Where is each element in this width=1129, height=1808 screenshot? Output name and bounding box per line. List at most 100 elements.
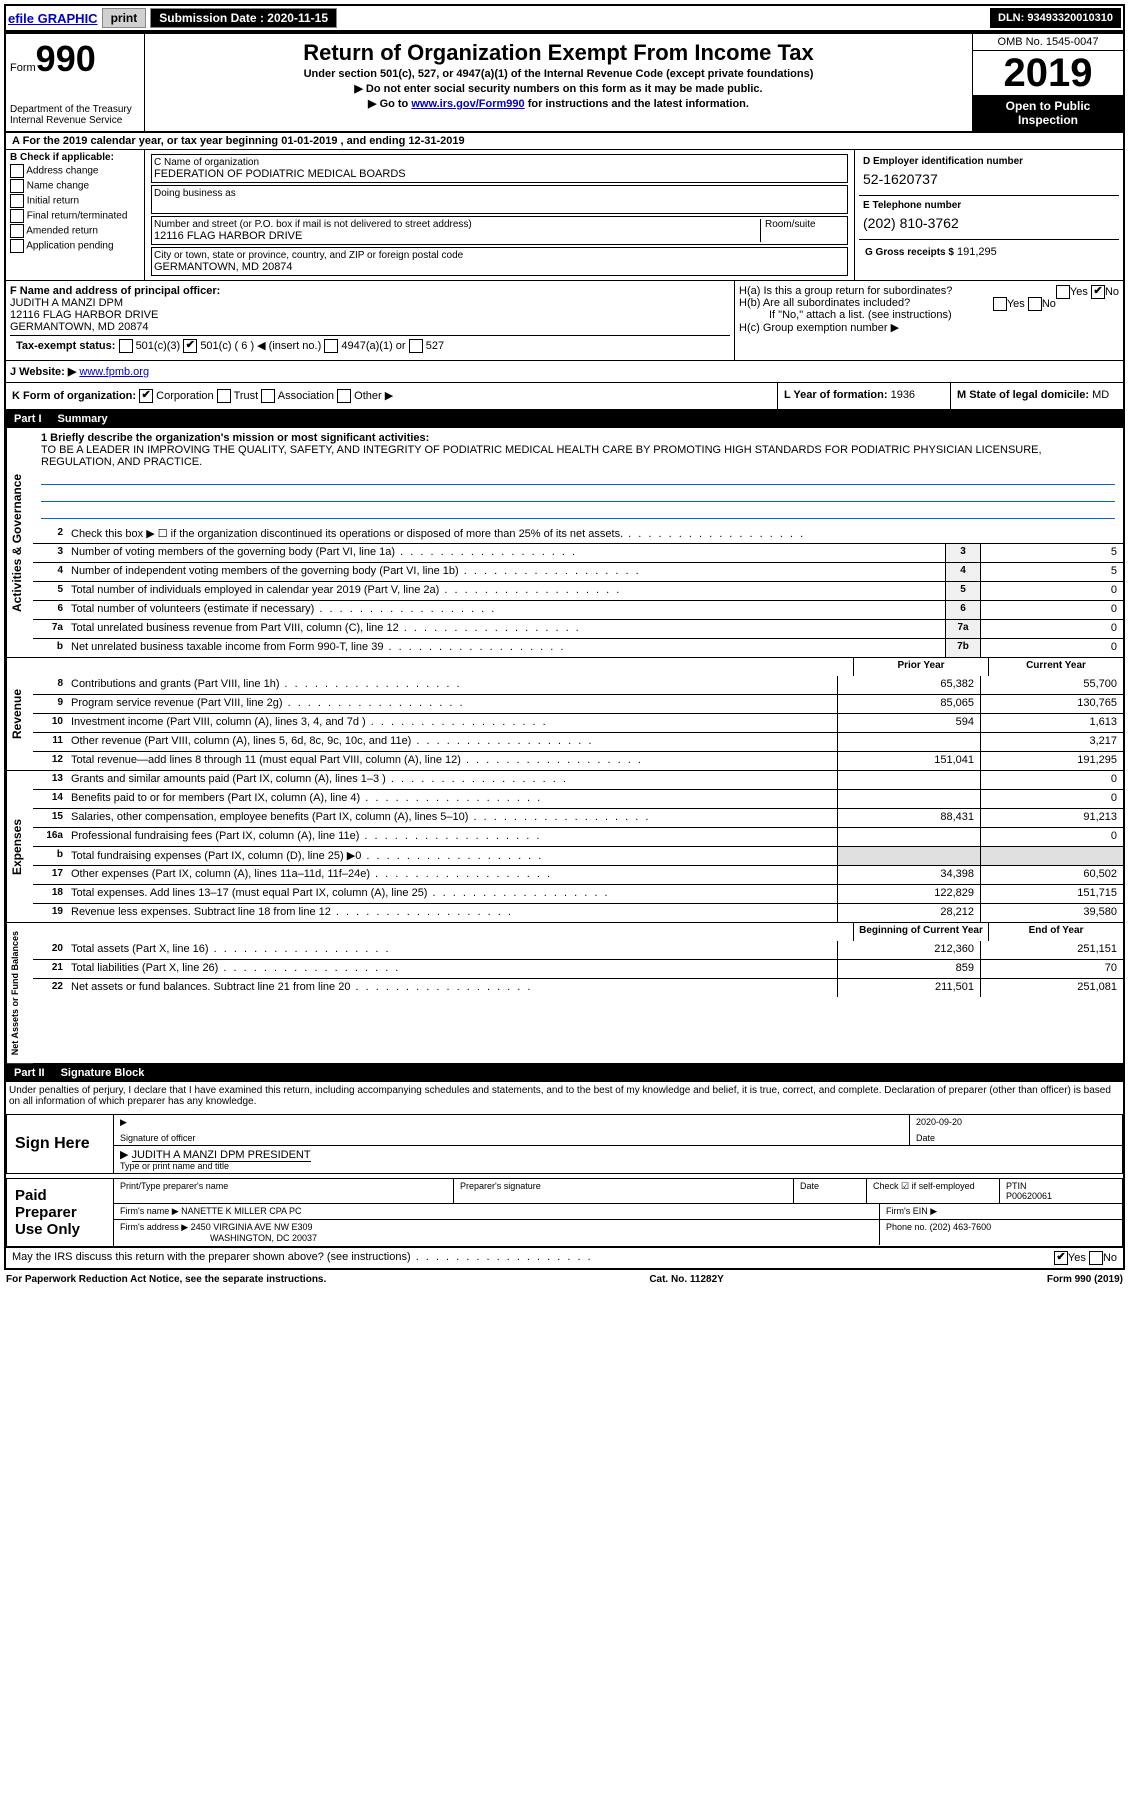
corp-checkbox[interactable] — [139, 389, 153, 403]
print-button[interactable]: print — [102, 8, 147, 28]
room-label: Room/suite — [765, 219, 845, 230]
officer-addr1: 12116 FLAG HARBOR DRIVE — [10, 309, 730, 321]
gross-value: 191,295 — [957, 246, 997, 258]
table-row: 11Other revenue (Part VIII, column (A), … — [33, 732, 1123, 751]
ptin-label: PTIN — [1006, 1181, 1116, 1191]
box-f-label: F Name and address of principal officer: — [10, 285, 730, 297]
firm-name: NANETTE K MILLER CPA PC — [181, 1206, 301, 1216]
table-row: 14Benefits paid to or for members (Part … — [33, 789, 1123, 808]
end-year-header: End of Year — [988, 923, 1123, 941]
4947-checkbox[interactable] — [324, 339, 338, 353]
name-label: C Name of organization — [154, 157, 845, 168]
sig-officer-label: Signature of officer — [120, 1133, 903, 1143]
header-title-block: Return of Organization Exempt From Incom… — [145, 34, 972, 131]
tax-year: 2019 — [973, 51, 1123, 95]
ha-no[interactable] — [1091, 285, 1105, 299]
ein-label: D Employer identification number — [863, 156, 1115, 167]
box-b-option[interactable]: Amended return — [10, 224, 140, 238]
header-right: OMB No. 1545-0047 2019 Open to Public In… — [972, 34, 1123, 131]
discuss-row: May the IRS discuss this return with the… — [6, 1247, 1123, 1268]
side-expenses: Expenses — [6, 771, 33, 922]
activities-governance: Activities & Governance 1 Briefly descri… — [6, 428, 1123, 658]
firm-phone: (202) 463-7600 — [930, 1222, 992, 1232]
prior-year-header: Prior Year — [853, 658, 988, 676]
other-checkbox[interactable] — [337, 389, 351, 403]
box-m-label: M State of legal domicile: — [957, 389, 1089, 401]
box-b-option[interactable]: Name change — [10, 179, 140, 193]
table-row: 17Other expenses (Part IX, column (A), l… — [33, 865, 1123, 884]
hb-note: If "No," attach a list. (see instruction… — [739, 309, 1119, 321]
ha-yes[interactable] — [1056, 285, 1070, 299]
firm-addr2: WASHINGTON, DC 20037 — [120, 1233, 873, 1243]
paid-preparer-block: Paid Preparer Use Only Print/Type prepar… — [6, 1178, 1123, 1247]
table-row: 2Check this box ▶ ☐ if the organization … — [33, 525, 1123, 543]
firm-addr1: 2450 VIRGINIA AVE NW E309 — [191, 1222, 313, 1232]
box-h: H(a) Is this a group return for subordin… — [735, 281, 1123, 360]
discuss-yes[interactable] — [1054, 1251, 1068, 1265]
box-b-option[interactable]: Address change — [10, 164, 140, 178]
box-b-option[interactable]: Application pending — [10, 239, 140, 253]
part-1-num: Part I — [14, 413, 42, 425]
phone-label: E Telephone number — [863, 200, 1115, 211]
side-revenue: Revenue — [6, 658, 33, 770]
net-assets-section: Net Assets or Fund Balances Beginning of… — [6, 923, 1123, 1064]
box-b-title: B Check if applicable: — [10, 152, 140, 163]
org-name: FEDERATION OF PODIATRIC MEDICAL BOARDS — [154, 168, 845, 180]
name-title-label: Type or print name and title — [120, 1161, 1116, 1171]
irs-link[interactable]: www.irs.gov/Form990 — [411, 98, 524, 110]
trust-checkbox[interactable] — [217, 389, 231, 403]
box-b-option[interactable]: Initial return — [10, 194, 140, 208]
form-header: Form990 Department of the Treasury Inter… — [6, 34, 1123, 133]
discuss-text: May the IRS discuss this return with the… — [12, 1251, 1054, 1265]
box-b-option[interactable]: Final return/terminated — [10, 209, 140, 223]
assoc-checkbox[interactable] — [261, 389, 275, 403]
line-a-text: For the 2019 calendar year, or tax year … — [23, 135, 465, 147]
penalty-statement: Under penalties of perjury, I declare th… — [6, 1082, 1123, 1110]
table-row: 22Net assets or fund balances. Subtract … — [33, 978, 1123, 997]
box-f: F Name and address of principal officer:… — [6, 281, 735, 360]
527-checkbox[interactable] — [409, 339, 423, 353]
city: GERMANTOWN, MD 20874 — [154, 261, 845, 273]
year-formed: 1936 — [891, 389, 915, 401]
hb-no[interactable] — [1028, 297, 1042, 311]
table-row: bTotal fundraising expenses (Part IX, co… — [33, 846, 1123, 865]
firm-ein-label: Firm's EIN ▶ — [879, 1204, 1122, 1219]
omb-number: OMB No. 1545-0047 — [973, 34, 1123, 51]
part-2-num: Part II — [14, 1067, 45, 1079]
expenses-section: Expenses 13Grants and similar amounts pa… — [6, 771, 1123, 923]
submission-date: Submission Date : 2020-11-15 — [150, 8, 337, 28]
website-link[interactable]: www.fpmb.org — [79, 366, 149, 378]
officer-group-section: F Name and address of principal officer:… — [6, 281, 1123, 361]
sign-here-label: Sign Here — [7, 1115, 114, 1173]
table-row: 9Program service revenue (Part VIII, lin… — [33, 694, 1123, 713]
table-row: 13Grants and similar amounts paid (Part … — [33, 771, 1123, 789]
dba-label: Doing business as — [154, 188, 845, 199]
table-row: 19Revenue less expenses. Subtract line 1… — [33, 903, 1123, 922]
501c3-checkbox[interactable] — [119, 339, 133, 353]
side-netassets: Net Assets or Fund Balances — [6, 923, 33, 1063]
501c-checkbox[interactable] — [183, 339, 197, 353]
hb-yes[interactable] — [993, 297, 1007, 311]
part-2-title: Signature Block — [61, 1067, 145, 1079]
top-toolbar: efile GRAPHIC print Submission Date : 20… — [4, 4, 1125, 32]
form-title: Return of Organization Exempt From Incom… — [149, 40, 968, 66]
website-label: J Website: ▶ — [10, 366, 76, 378]
table-row: bNet unrelated business taxable income f… — [33, 638, 1123, 657]
subtitle-1: Under section 501(c), 527, or 4947(a)(1)… — [149, 68, 968, 80]
sig-date-label: Date — [916, 1133, 1116, 1143]
preparer-name-label: Print/Type preparer's name — [114, 1179, 453, 1203]
discuss-no[interactable] — [1089, 1251, 1103, 1265]
part-1-title: Summary — [58, 413, 108, 425]
table-row: 8Contributions and grants (Part VIII, li… — [33, 676, 1123, 694]
officer-name: JUDITH A MANZI DPM — [10, 297, 730, 309]
page-footer: For Paperwork Reduction Act Notice, see … — [4, 1270, 1125, 1289]
table-row: 10Investment income (Part VIII, column (… — [33, 713, 1123, 732]
subtitle-3-post: for instructions and the latest informat… — [525, 98, 749, 110]
part-1-header: Part I Summary — [6, 410, 1123, 428]
mission-text: TO BE A LEADER IN IMPROVING THE QUALITY,… — [41, 444, 1115, 468]
firm-name-label: Firm's name ▶ — [120, 1206, 179, 1216]
open-to-public: Open to Public Inspection — [973, 95, 1123, 131]
firm-phone-label: Phone no. — [886, 1222, 927, 1232]
efile-link[interactable]: efile GRAPHIC — [8, 11, 98, 26]
table-row: 7aTotal unrelated business revenue from … — [33, 619, 1123, 638]
